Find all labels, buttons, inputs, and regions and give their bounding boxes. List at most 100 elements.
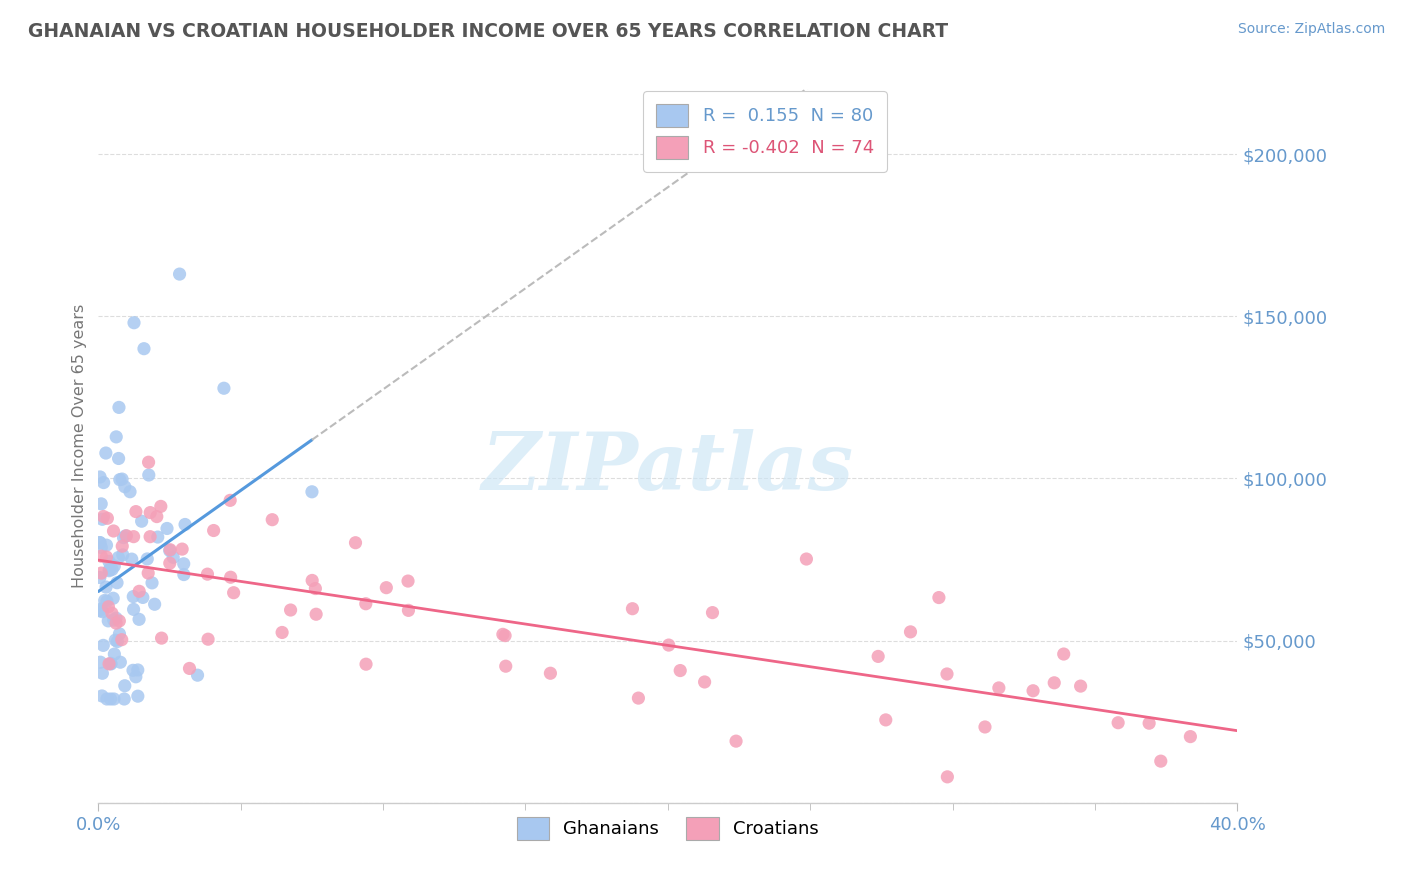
Point (212, 381, 235, 395)
Text: ZIPatlas: ZIPatlas (482, 429, 853, 506)
Point (162, 550, 184, 565)
Point (103, 692, 125, 706)
Point (101, 606, 124, 620)
Point (398, 603, 420, 617)
Point (114, 679, 136, 693)
Point (304, 582, 326, 596)
Point (174, 517, 197, 532)
Point (149, 500, 172, 514)
Legend: Ghanaians, Croatians: Ghanaians, Croatians (509, 810, 827, 847)
Point (114, 480, 136, 494)
Point (97, 614, 120, 628)
Point (172, 542, 194, 557)
Point (90, 541, 112, 555)
Point (128, 612, 150, 626)
Point (89, 535, 111, 549)
Point (97, 554, 120, 568)
Point (122, 602, 145, 616)
Point (138, 455, 160, 469)
Point (96, 692, 118, 706)
Point (118, 484, 141, 499)
Point (115, 529, 138, 543)
Point (146, 509, 169, 524)
Point (1137, 716, 1160, 731)
Point (169, 267, 191, 281)
Point (301, 484, 323, 499)
Y-axis label: Householder Income Over 65 years: Householder Income Over 65 years (72, 304, 87, 588)
Point (1053, 647, 1076, 661)
Point (121, 552, 143, 566)
Point (97, 599, 120, 614)
Point (280, 603, 302, 617)
Point (219, 493, 242, 508)
Point (108, 473, 131, 487)
Point (354, 597, 377, 611)
Point (100, 692, 122, 706)
Point (98, 657, 121, 671)
Point (91, 666, 114, 681)
Point (96, 538, 118, 552)
Point (96, 594, 118, 608)
Point (89, 602, 111, 616)
Point (98, 564, 121, 578)
Point (94, 446, 117, 460)
Point (108, 614, 131, 628)
Point (93, 475, 115, 490)
Point (136, 566, 159, 580)
Point (138, 468, 160, 483)
Point (928, 591, 950, 605)
Point (936, 667, 959, 681)
Point (538, 666, 561, 681)
Point (111, 632, 134, 647)
Point (107, 550, 129, 565)
Point (125, 670, 148, 684)
Point (136, 552, 159, 566)
Point (96, 549, 118, 564)
Point (1150, 754, 1173, 768)
Point (98, 563, 121, 577)
Point (222, 585, 245, 599)
Point (354, 657, 377, 672)
Point (173, 557, 195, 571)
Point (305, 607, 328, 622)
Point (110, 655, 132, 669)
Point (987, 681, 1010, 695)
Point (100, 657, 122, 671)
Point (105, 430, 128, 444)
Point (936, 770, 959, 784)
Point (143, 597, 166, 611)
Point (89, 470, 111, 484)
Point (1180, 730, 1202, 744)
Point (150, 631, 173, 645)
Point (495, 659, 517, 673)
Point (1022, 683, 1045, 698)
Point (122, 663, 145, 677)
Point (108, 401, 131, 415)
Point (111, 548, 134, 562)
Point (90, 566, 112, 580)
Point (159, 542, 181, 557)
Point (796, 552, 818, 566)
Point (375, 581, 398, 595)
Point (132, 342, 155, 356)
Point (105, 611, 128, 625)
Point (1107, 715, 1129, 730)
Point (900, 624, 922, 639)
Point (125, 505, 148, 519)
Point (621, 601, 644, 615)
Text: Source: ZipAtlas.com: Source: ZipAtlas.com (1237, 22, 1385, 37)
Point (90, 689, 112, 703)
Point (271, 625, 294, 640)
Point (128, 584, 150, 599)
Point (89, 535, 111, 549)
Point (173, 567, 195, 582)
Point (122, 530, 145, 544)
Point (1070, 679, 1092, 693)
Point (112, 692, 135, 706)
Point (94, 580, 117, 594)
Point (96, 511, 118, 525)
Point (104, 633, 127, 648)
Point (344, 535, 367, 549)
Point (693, 675, 716, 690)
Point (132, 591, 155, 605)
